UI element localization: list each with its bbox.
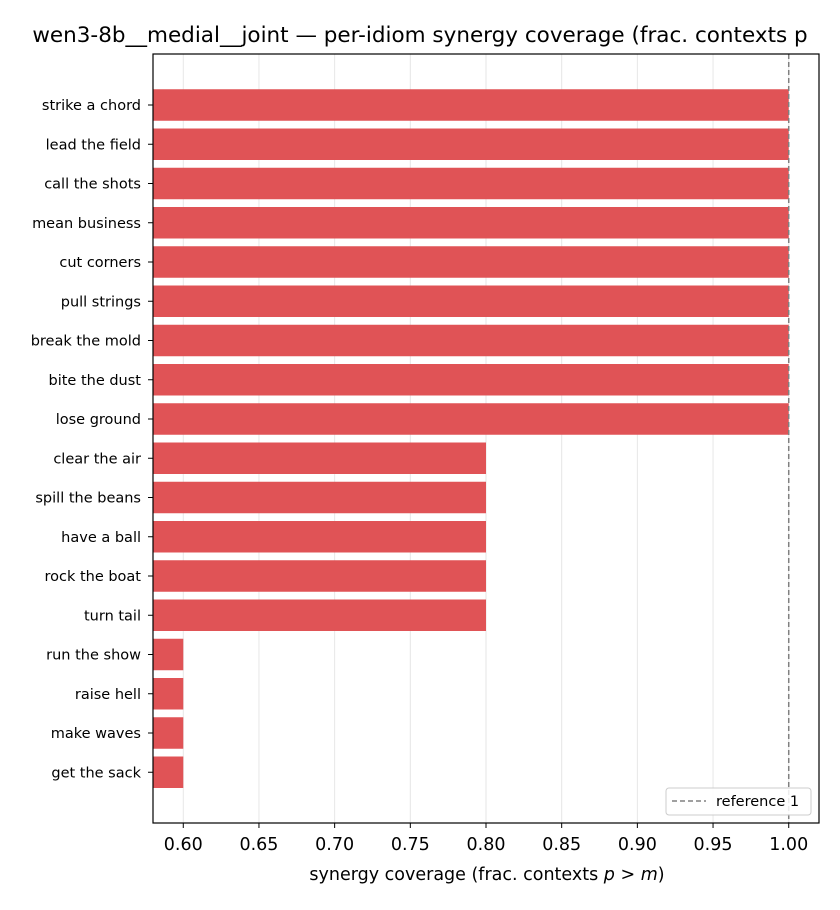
y-tick-label: strike a chord — [42, 98, 141, 114]
y-tick-label: run the show — [46, 648, 141, 664]
legend: reference 1 — [665, 787, 812, 816]
x-tick-label: 0.65 — [239, 835, 278, 855]
x-axis-label-prefix: synergy coverage (frac. contexts — [309, 865, 603, 885]
x-tick-label: 0.85 — [542, 835, 581, 855]
bar — [153, 756, 184, 788]
bars — [153, 89, 789, 788]
bar — [153, 521, 486, 553]
y-tick-label: pull strings — [61, 294, 141, 310]
bar — [153, 207, 789, 239]
bar — [153, 442, 486, 474]
y-axis-ticks: strike a chord lead the field call the sho… — [31, 98, 153, 781]
legend-reference-label: reference 1 — [716, 794, 799, 810]
y-tick-label: lose ground — [56, 412, 141, 428]
x-tick-label: 0.70 — [315, 835, 354, 855]
y-tick-label: spill the beans — [35, 491, 141, 507]
y-tick-label: bite the dust — [49, 373, 142, 389]
y-tick-label: get the sack — [51, 765, 141, 781]
x-tick-label: 0.95 — [694, 835, 733, 855]
y-tick-label: call the shots — [44, 177, 141, 193]
x-tick-label: 1.00 — [769, 835, 808, 855]
x-axis-label-m: m — [641, 865, 658, 885]
y-tick-label: make waves — [51, 726, 141, 742]
x-tick-label: 0.90 — [618, 835, 657, 855]
chart-title: wen3-8b__medial__joint — per-idiom syner… — [32, 23, 807, 48]
bar — [153, 403, 789, 435]
bar — [153, 638, 184, 671]
x-axis-label-p: p — [603, 865, 615, 885]
bar — [153, 678, 184, 710]
y-tick-label: break the mold — [31, 334, 141, 350]
bar — [153, 481, 486, 514]
x-tick-label: 0.60 — [164, 835, 203, 855]
legend-box — [665, 787, 812, 816]
y-tick-label: have a ball — [61, 530, 141, 546]
y-tick-label: rock the boat — [44, 569, 141, 585]
bar — [153, 167, 789, 200]
x-axis-label-gt: > — [615, 865, 641, 885]
y-tick-label: lead the field — [46, 137, 141, 153]
bar — [153, 364, 789, 396]
bar — [153, 324, 789, 357]
x-axis-label-suffix: ) — [658, 865, 665, 885]
bar — [153, 599, 486, 631]
y-tick-label: cut corners — [59, 255, 141, 271]
x-tick-label: 0.80 — [467, 835, 506, 855]
bar — [153, 246, 789, 278]
bar — [153, 89, 789, 121]
bar — [153, 560, 486, 592]
bar — [153, 717, 184, 749]
x-tick-label: 0.75 — [391, 835, 430, 855]
y-tick-label: mean business — [32, 216, 141, 232]
y-tick-label: turn tail — [84, 608, 141, 624]
y-tick-label: clear the air — [53, 451, 141, 467]
bar — [153, 128, 789, 160]
bar — [153, 285, 789, 317]
x-axis-label: synergy coverage (frac. contexts p > m) — [309, 865, 664, 885]
x-axis-ticks: 0.60 0.65 0.70 0.75 0.80 0.85 0.90 0.95 1.00 — [164, 823, 808, 855]
y-tick-label: raise hell — [75, 687, 141, 703]
